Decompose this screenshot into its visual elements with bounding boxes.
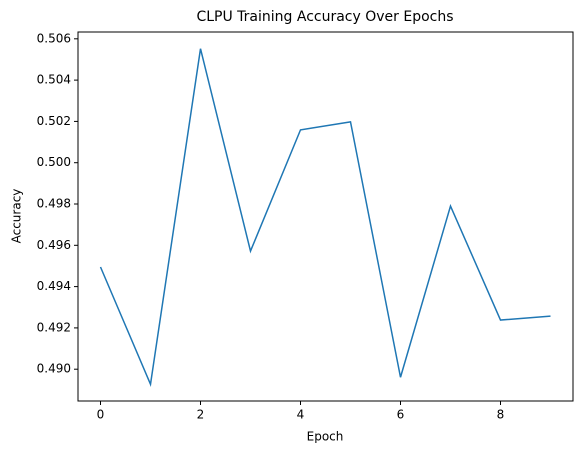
y-tick-label: 0.502 xyxy=(37,114,71,128)
y-tick-label: 0.498 xyxy=(37,197,71,211)
x-tick-label: 6 xyxy=(397,408,405,422)
y-tick-label: 0.490 xyxy=(37,362,71,376)
y-tick-label: 0.504 xyxy=(37,73,71,87)
x-tick-label: 2 xyxy=(197,408,205,422)
axes-frame xyxy=(77,31,574,402)
x-tick-label: 0 xyxy=(97,408,105,422)
y-tick-label: 0.496 xyxy=(37,238,71,252)
y-tick-label: 0.492 xyxy=(37,320,71,334)
x-tick-label: 8 xyxy=(497,408,505,422)
y-tick-label: 0.500 xyxy=(37,155,71,169)
y-tick-label: 0.506 xyxy=(37,31,71,45)
y-axis-label: Accuracy xyxy=(10,189,24,244)
x-tick-label: 4 xyxy=(297,408,305,422)
y-tick-label: 0.494 xyxy=(37,279,71,293)
chart-title: CLPU Training Accuracy Over Epochs xyxy=(196,9,453,25)
x-axis-label: Epoch xyxy=(307,430,344,444)
data-line xyxy=(99,48,551,388)
